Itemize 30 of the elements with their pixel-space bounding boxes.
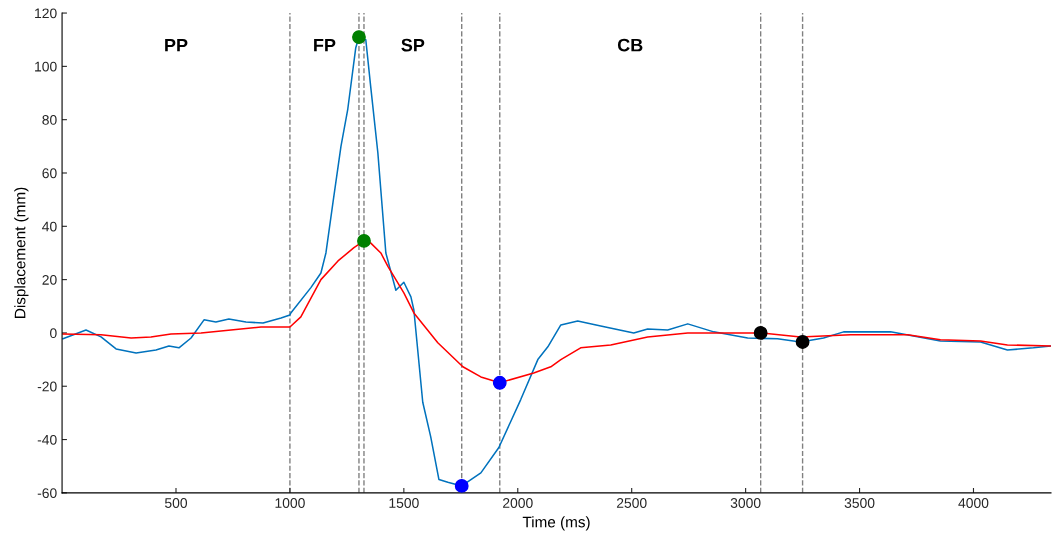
point — [795, 335, 810, 349]
x-tick-label: 3500 — [844, 498, 875, 508]
y-tick-label: 60 — [42, 168, 57, 179]
y-axis-title: Displacement (mm) — [14, 187, 29, 318]
y-tick-label: 40 — [42, 221, 57, 232]
y-tick-label: 20 — [42, 274, 57, 285]
x-tick-label: 3000 — [730, 498, 761, 508]
y-tick-label: -60 — [37, 488, 57, 499]
annotation: CB — [617, 38, 643, 52]
annotation: FP — [314, 38, 336, 52]
annotation: SP — [401, 38, 425, 52]
x-tick-label: 2000 — [503, 498, 533, 508]
y-tick-label: -20 — [37, 381, 57, 392]
annotation: PP — [165, 38, 188, 52]
y-tick-label: 120 — [35, 8, 57, 19]
x-tick-label: 1500 — [389, 498, 419, 508]
point — [454, 479, 469, 493]
point — [753, 326, 768, 340]
point — [357, 234, 371, 248]
y-tick-label: 80 — [42, 115, 57, 125]
x-tick-label: 500 — [164, 498, 188, 508]
x-tick-label: 1000 — [275, 498, 305, 508]
y-tick-label: 100 — [35, 61, 57, 72]
y-tick-label: 0 — [50, 328, 57, 339]
x-axis-title: Time (ms) — [522, 516, 590, 531]
x-tick-label: 4000 — [958, 498, 989, 508]
y-tick-label: -40 — [37, 434, 57, 445]
point — [492, 375, 507, 390]
point — [352, 30, 366, 44]
x-tick-label: 2500 — [616, 498, 647, 508]
